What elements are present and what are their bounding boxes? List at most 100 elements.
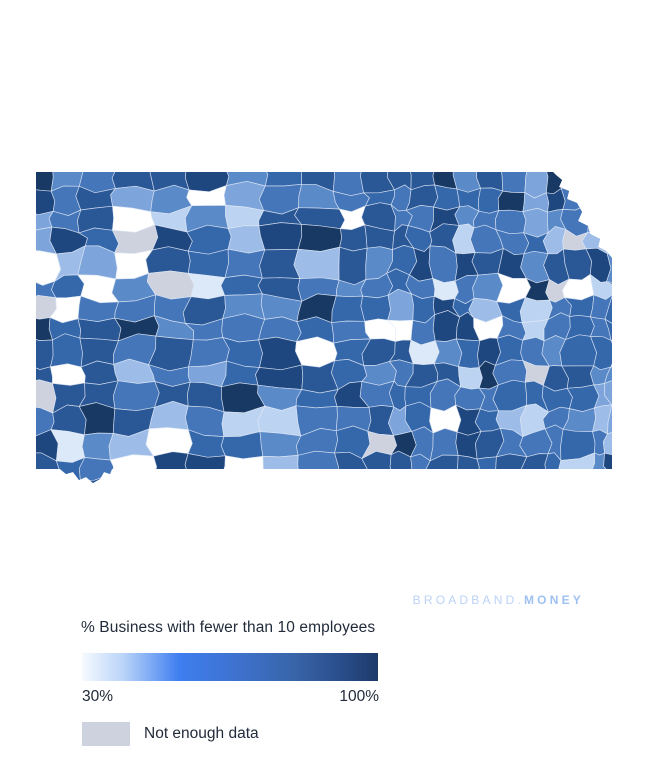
map-cell[interactable]: [408, 339, 440, 366]
map-cell[interactable]: [430, 480, 463, 485]
map-cell[interactable]: [151, 476, 195, 485]
map-cell[interactable]: [339, 224, 368, 252]
map-cell[interactable]: [604, 172, 612, 195]
map-cell[interactable]: [489, 479, 530, 485]
map-cell[interactable]: [362, 478, 396, 485]
map-cell[interactable]: [457, 454, 480, 482]
map-cell[interactable]: [187, 272, 226, 300]
map-cell[interactable]: [587, 201, 609, 233]
map-cell[interactable]: [262, 172, 303, 187]
brand-watermark-bold: MONEY: [523, 593, 584, 607]
map-cell[interactable]: [221, 313, 266, 343]
map-cell[interactable]: [334, 475, 368, 485]
kansas-map-svg[interactable]: [36, 172, 612, 485]
map-cell[interactable]: [361, 450, 395, 483]
map-cell[interactable]: [432, 310, 461, 342]
map-cell[interactable]: [78, 457, 114, 481]
brand-watermark-light: BROADBAND.: [412, 593, 524, 607]
map-cell[interactable]: [36, 479, 59, 485]
map-cell[interactable]: [77, 317, 122, 342]
map-cell[interactable]: [604, 359, 612, 384]
map-cell[interactable]: [589, 273, 612, 300]
map-cell[interactable]: [387, 288, 414, 322]
map-cell[interactable]: [603, 452, 612, 482]
map-cell[interactable]: [217, 474, 261, 485]
map-cell[interactable]: [258, 336, 303, 371]
kansas-choropleth-map[interactable]: [36, 172, 612, 485]
legend-scale-labels: 30% 100%: [82, 688, 379, 706]
map-cell[interactable]: [293, 246, 340, 281]
map-cell[interactable]: [360, 294, 391, 322]
map-cell[interactable]: [560, 172, 591, 189]
map-cell[interactable]: [390, 476, 414, 485]
map-cell[interactable]: [566, 384, 600, 412]
map-cell[interactable]: [259, 473, 304, 485]
map-cell[interactable]: [297, 224, 343, 252]
map-cell[interactable]: [542, 475, 567, 485]
map-cell[interactable]: [112, 380, 160, 412]
map-cell[interactable]: [298, 475, 343, 485]
map-cell[interactable]: [36, 335, 54, 370]
map-cell[interactable]: [152, 451, 190, 480]
map-cell[interactable]: [50, 185, 82, 216]
map-cell[interactable]: [428, 245, 458, 284]
map-cell[interactable]: [607, 404, 613, 435]
map-cell[interactable]: [524, 476, 549, 485]
map-cell[interactable]: [471, 475, 497, 485]
map-cell[interactable]: [52, 480, 84, 485]
map-cell[interactable]: [560, 185, 592, 211]
map-cell[interactable]: [606, 204, 612, 232]
map-cell[interactable]: [497, 190, 526, 213]
map-cell[interactable]: [50, 363, 86, 386]
map-cell[interactable]: [475, 456, 497, 482]
map-cell[interactable]: [220, 274, 263, 296]
map-cell[interactable]: [224, 248, 266, 279]
map-cell[interactable]: [332, 172, 365, 197]
map-cell[interactable]: [590, 472, 612, 485]
map-cell[interactable]: [188, 475, 223, 486]
map-cell[interactable]: [586, 185, 612, 211]
legend-gradient-bar: [82, 653, 378, 681]
map-cell[interactable]: [297, 450, 341, 483]
map-cell[interactable]: [586, 172, 612, 194]
map-cell[interactable]: [604, 378, 612, 412]
brand-watermark[interactable]: BROADBAND.MONEY: [413, 593, 584, 607]
map-cell[interactable]: [36, 172, 54, 192]
map-cell[interactable]: [259, 431, 302, 458]
map-cell[interactable]: [495, 209, 527, 235]
map-cell[interactable]: [220, 455, 264, 481]
map-cell[interactable]: [561, 472, 597, 485]
map-cell[interactable]: [499, 172, 530, 193]
map-cell[interactable]: [109, 454, 158, 479]
map-cell[interactable]: [607, 476, 612, 485]
map-cell[interactable]: [145, 427, 193, 457]
map-cell[interactable]: [457, 476, 478, 485]
legend-max-label: 100%: [339, 688, 379, 705]
map-cell[interactable]: [604, 293, 612, 326]
map-cell[interactable]: [145, 246, 191, 274]
map-cell[interactable]: [81, 432, 114, 461]
map-cell[interactable]: [458, 366, 483, 390]
map-cell[interactable]: [559, 334, 598, 367]
map-cell[interactable]: [519, 296, 553, 324]
map-cell[interactable]: [522, 207, 549, 238]
map-cell[interactable]: [604, 318, 612, 343]
map-cell[interactable]: [257, 405, 302, 437]
map-cell[interactable]: [50, 333, 83, 368]
map-cell[interactable]: [492, 379, 527, 412]
map-cell[interactable]: [433, 184, 461, 211]
map-cell[interactable]: [184, 453, 226, 481]
map-cell[interactable]: [295, 389, 339, 409]
map-cell[interactable]: [607, 190, 612, 211]
map-cell[interactable]: [259, 454, 300, 480]
map-cell[interactable]: [331, 295, 366, 324]
map-cell[interactable]: [258, 222, 303, 251]
map-cell[interactable]: [410, 476, 438, 486]
map-cell[interactable]: [389, 450, 413, 483]
no-data-swatch: [82, 722, 130, 746]
map-cell[interactable]: [606, 244, 613, 284]
map-cell[interactable]: [338, 246, 368, 286]
map-cell[interactable]: [110, 473, 158, 485]
map-cell[interactable]: [602, 429, 612, 460]
map-cell[interactable]: [604, 227, 612, 255]
